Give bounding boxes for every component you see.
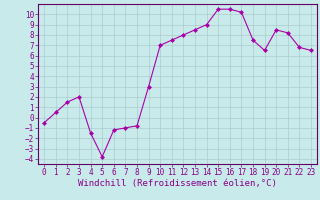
X-axis label: Windchill (Refroidissement éolien,°C): Windchill (Refroidissement éolien,°C) bbox=[78, 179, 277, 188]
